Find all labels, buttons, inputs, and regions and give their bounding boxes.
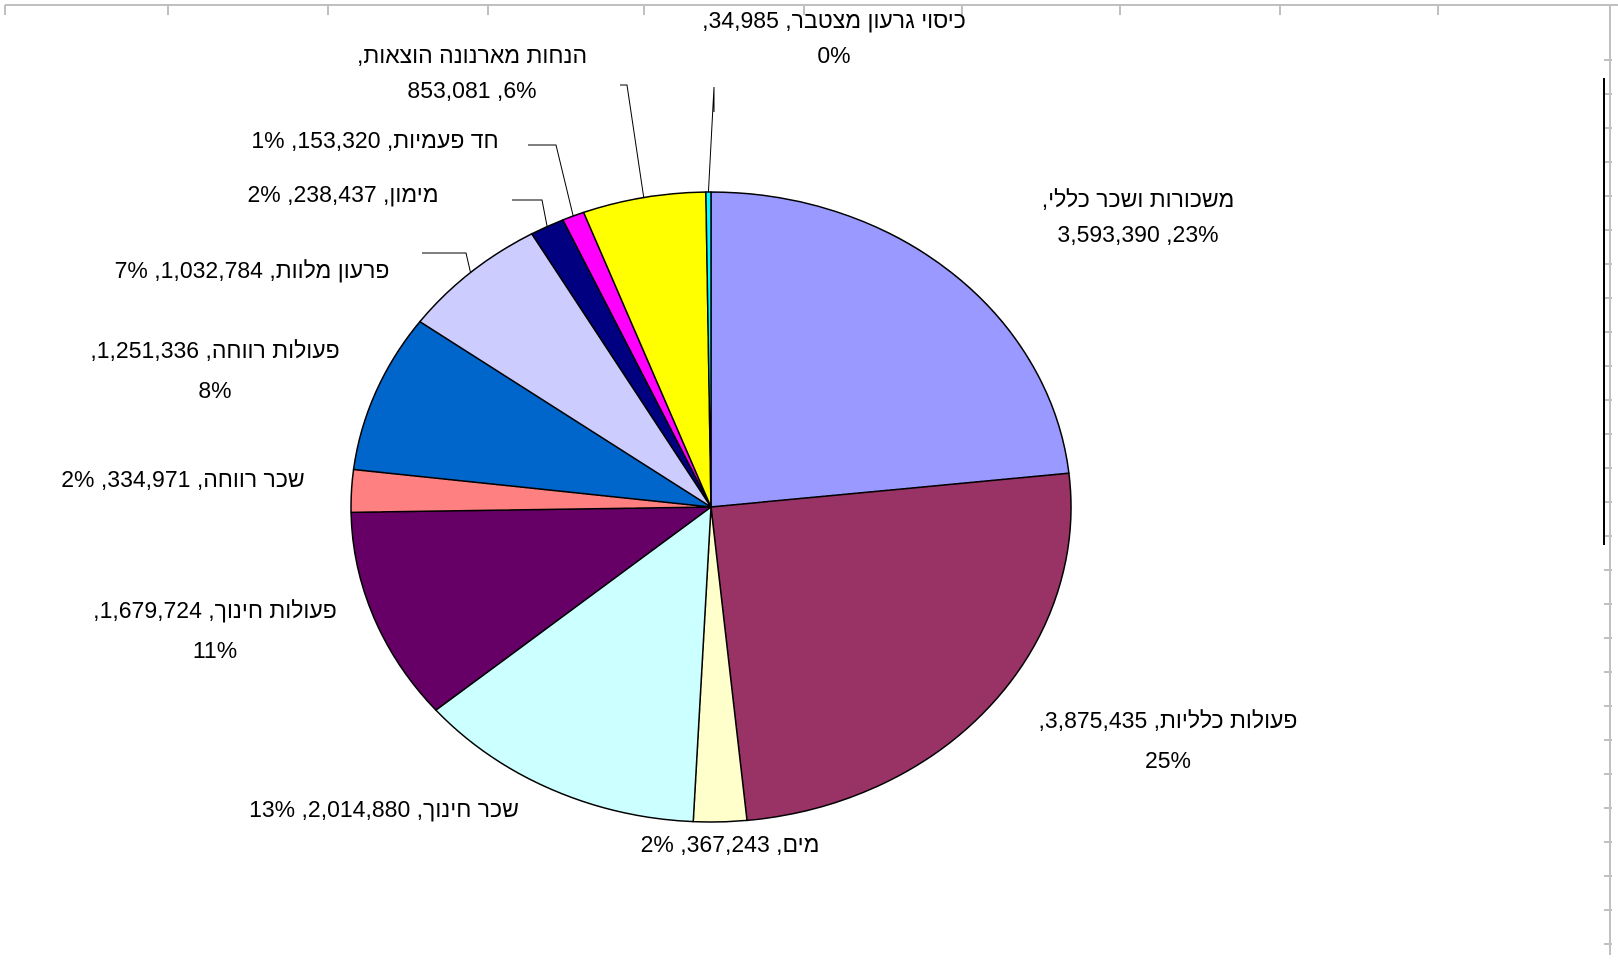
- slice-data-label: פרעון מלוות, 1,032,784, 7%: [115, 257, 390, 283]
- slice-data-label: שכר רווחה, 334,971, 2%: [61, 466, 304, 492]
- leader-line: [620, 85, 644, 198]
- slice-data-label: הנחות מארנונה הוצאות,: [357, 42, 587, 68]
- slice-data-label: 8%: [198, 377, 231, 403]
- slice-data-label: פעולות חינוך, 1,679,724,: [93, 597, 337, 623]
- slice-data-label: מימון, 238,437, 2%: [247, 181, 438, 207]
- pie-slice: [711, 192, 1069, 507]
- slice-data-label: פעולות כלליות, 3,875,435,: [1039, 707, 1298, 733]
- slice-data-label: מים, 367,243, 2%: [641, 831, 820, 857]
- slice-data-label: פעולות רווחה, 1,251,336,: [90, 337, 339, 363]
- slice-data-label: 25%: [1145, 747, 1191, 773]
- slice-data-label: כיסוי גרעון מצטבר, 34,985,: [702, 7, 966, 33]
- slice-data-label: 0%: [817, 42, 850, 68]
- leader-line: [512, 200, 547, 227]
- leader-line: [528, 145, 573, 216]
- slice-data-label: חד פעמיות, 153,320, 1%: [251, 127, 498, 153]
- leader-line: [708, 87, 714, 192]
- slice-data-label: 853,081 ,6%: [407, 77, 536, 103]
- leader-line: [422, 253, 471, 273]
- pie-slices: [351, 192, 1071, 822]
- slice-data-label: שכר חינוך, 2,014,880, 13%: [249, 796, 519, 822]
- slice-data-label: משכורות ושכר כללי,: [1042, 186, 1235, 212]
- pie-slice: [711, 473, 1071, 820]
- slice-data-label: 11%: [193, 637, 237, 663]
- slice-data-label: 3,593,390 ,23%: [1057, 221, 1218, 247]
